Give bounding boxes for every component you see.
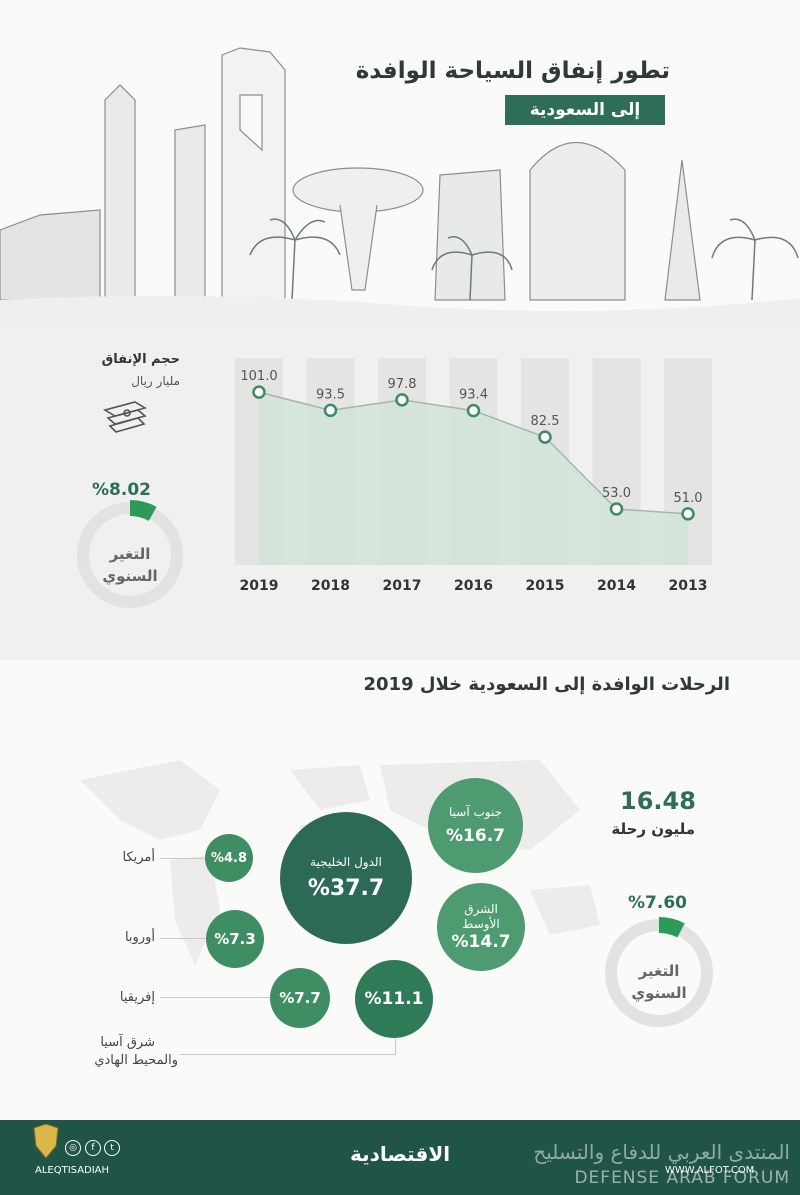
chart-point-2019 xyxy=(252,385,266,399)
connector-east-asia xyxy=(180,1038,396,1055)
bubble-south-asia-name: جنوب آسيا xyxy=(449,805,503,819)
chart-value-label-2019: 101.0 xyxy=(240,369,277,384)
chart-x-tick-2017: 2017 xyxy=(383,578,422,594)
bubble-europe-pct: %7.3 xyxy=(214,930,256,948)
spending-change-label: التغير السنوي xyxy=(85,543,175,587)
change-label-line2: السنوي xyxy=(631,984,687,1002)
spending-change-pct: %8.02 xyxy=(92,480,151,500)
trips-total-unit: مليون رحلة xyxy=(611,820,695,838)
footer-bar: ◎ f t ALEQTISADIAH الاقتصادية المنتدى ال… xyxy=(0,1120,800,1195)
label-africa: إفريقيا xyxy=(119,990,155,1005)
change-label-line1: التغير xyxy=(109,545,151,563)
label-america: أمريكا xyxy=(122,850,155,865)
chart-area-fill xyxy=(259,392,688,565)
chart-value-label-2013: 51.0 xyxy=(674,491,703,506)
spending-area-chart: 101.0 93.5 97.8 93.4 82.5 53.0 51.0 2019 2018 20… xyxy=(235,358,712,594)
chart-value-label-2015: 82.5 xyxy=(531,414,560,429)
chart-value-label-2017: 97.8 xyxy=(388,377,417,392)
trips-change-label: التغير السنوي xyxy=(614,960,704,1004)
social-handle[interactable]: ALEQTISADIAH xyxy=(35,1165,110,1176)
twitter-icon[interactable]: t xyxy=(104,1140,120,1156)
spending-change-donut xyxy=(77,500,183,608)
chart-x-tick-2014: 2014 xyxy=(597,578,636,594)
change-label-line2: السنوي xyxy=(102,567,158,585)
chart-point-2014 xyxy=(609,502,624,516)
chart-point-2017 xyxy=(395,393,409,407)
label-east-asia-2: والمحيط الهادي xyxy=(94,1053,178,1068)
bubble-america-pct: %4.8 xyxy=(210,850,248,866)
bubble-africa-pct: %7.7 xyxy=(279,989,321,1007)
change-label-line1: التغير xyxy=(638,962,680,980)
trips-change-pct: %7.60 xyxy=(628,893,687,913)
bubble-africa: %7.7 xyxy=(270,968,330,1028)
watermark-url[interactable]: WWW.ALFOT.COM xyxy=(665,1165,755,1176)
bubble-middle-east-name-2: الأوسط xyxy=(462,917,500,931)
chart-x-tick-2016: 2016 xyxy=(454,578,493,594)
chart-value-label-2014: 53.0 xyxy=(602,486,631,501)
watermark-arabic: المنتدى العربي للدفاع والتسليح xyxy=(533,1140,790,1164)
connector-america xyxy=(160,858,205,859)
spending-unit: مليار ريال xyxy=(131,374,180,388)
chart-point-2015 xyxy=(538,430,552,444)
chart-x-tick-2013: 2013 xyxy=(669,578,708,594)
bubble-middle-east: الشرق الأوسط %14.7 xyxy=(437,883,525,971)
bubble-europe: %7.3 xyxy=(206,910,264,968)
bubble-middle-east-name-1: الشرق xyxy=(464,902,498,916)
chart-x-tick-2019: 2019 xyxy=(240,578,279,594)
bubble-middle-east-pct: %14.7 xyxy=(451,932,511,952)
connector-europe xyxy=(160,938,206,939)
bubble-gulf-pct: %37.7 xyxy=(307,876,385,901)
chart-point-2013 xyxy=(681,507,695,521)
chart-x-tick-2018: 2018 xyxy=(311,578,350,594)
label-east-asia-1: شرق آسيا xyxy=(100,1035,155,1050)
bubble-south-asia: جنوب آسيا %16.7 xyxy=(428,778,523,873)
brand-logo-text: الاقتصادية xyxy=(350,1142,451,1166)
bubble-america: %4.8 xyxy=(205,834,253,882)
watermark-english: DEFENSE ARAB FORUM xyxy=(574,1168,790,1188)
chart-value-label-2016: 93.4 xyxy=(459,388,488,403)
label-europe: أوروبا xyxy=(124,930,155,945)
shield-logo-icon xyxy=(33,1123,59,1159)
page-title: تطور إنفاق السياحة الوافدة xyxy=(355,58,670,84)
facebook-icon[interactable]: f xyxy=(85,1140,101,1156)
chart-point-2016 xyxy=(466,403,481,418)
page-subtitle-tag: إلى السعودية xyxy=(505,95,665,125)
connector-africa xyxy=(160,997,270,998)
spending-label: حجم الإنفاق xyxy=(101,352,180,367)
trips-section-title: الرحلات الوافدة إلى السعودية خلال 2019 xyxy=(363,674,731,695)
bubble-east-asia-pct: %11.1 xyxy=(364,989,424,1009)
bubble-south-asia-pct: %16.7 xyxy=(446,826,505,846)
trips-change-donut xyxy=(605,917,713,1027)
chart-value-label-2018: 93.5 xyxy=(316,387,345,402)
bubble-gulf-name: الدول الخليجية xyxy=(310,855,382,869)
skyline-illustration xyxy=(0,0,800,330)
chart-point-2018 xyxy=(323,403,338,418)
bubble-east-asia: %11.1 xyxy=(355,960,433,1038)
money-icon xyxy=(102,401,148,433)
chart-x-tick-2015: 2015 xyxy=(526,578,565,594)
instagram-icon[interactable]: ◎ xyxy=(65,1140,81,1156)
bubble-gulf: الدول الخليجية %37.7 xyxy=(280,812,412,944)
trips-total-value: 16.48 xyxy=(620,787,696,815)
